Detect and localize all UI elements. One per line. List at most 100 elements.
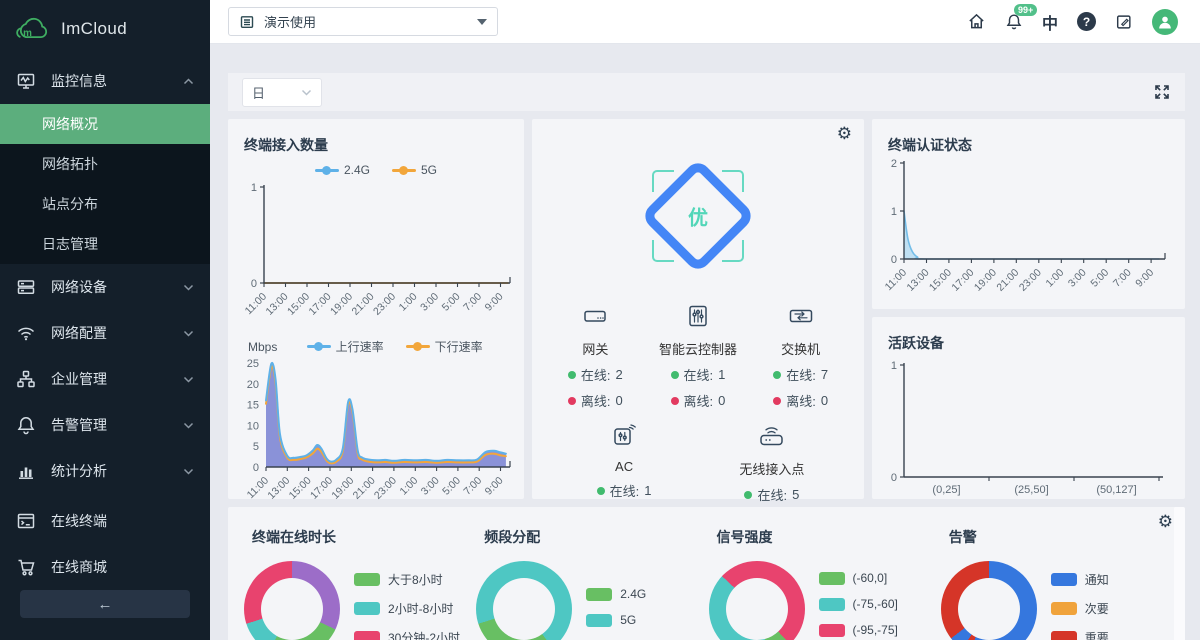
online-label: 在线: — [757, 488, 788, 503]
offline-label: 离线: — [580, 394, 611, 409]
chevron-down-icon — [301, 89, 312, 96]
monitor-chart-icon — [17, 73, 35, 89]
legend-item[interactable]: (-95,-75] — [818, 623, 898, 637]
sidebar-item-online-terminals[interactable]: 在线终端 — [0, 498, 210, 544]
sidebar-item-statistics[interactable]: 统计分析 — [0, 448, 210, 494]
notifications-bell-icon[interactable]: 99+ — [1005, 4, 1038, 31]
svg-text:19:00: 19:00 — [972, 267, 999, 294]
legend-item[interactable]: 2.4G — [586, 587, 646, 601]
legend-item[interactable]: 2小时-8小时 — [354, 600, 460, 617]
server-icon — [17, 280, 35, 294]
sidebar-item-monitor-info[interactable]: 监控信息 — [0, 58, 210, 104]
chevron-down-icon — [183, 422, 194, 429]
help-icon[interactable]: ? — [1077, 12, 1096, 31]
device-stat-switch: 交换机 在线: 7 离线: 0 — [749, 303, 852, 410]
chevron-down-icon — [183, 284, 194, 291]
legend-item[interactable]: 下行速率 — [405, 338, 483, 355]
sidebar-collapse-button[interactable]: ← — [20, 590, 190, 618]
legend-item[interactable]: (-60,0] — [818, 571, 898, 585]
legend-item[interactable]: 5G — [586, 613, 646, 627]
legend-swatch — [586, 613, 613, 627]
sidebar-item-enterprise-management[interactable]: 企业管理 — [0, 356, 210, 402]
sidebar-item-site-distribution[interactable]: 站点分布 — [0, 184, 210, 224]
legend-label: (-60,0] — [852, 571, 888, 585]
device-stats-row-1: 网关 在线: 2 离线: 0 智能云控制器 在线: 1 离线: 0 — [544, 303, 852, 410]
online-count: 1 — [644, 483, 652, 498]
online-dot — [670, 370, 679, 379]
period-select[interactable]: 日 — [242, 77, 322, 107]
offline-dot — [670, 396, 679, 405]
legend-item[interactable]: 大于8小时 — [354, 571, 460, 588]
home-icon[interactable] — [967, 12, 986, 31]
svg-text:9:00: 9:00 — [483, 475, 506, 498]
legend-item[interactable]: 30分钟-2小时 — [354, 629, 460, 640]
svg-text:1:00: 1:00 — [1043, 267, 1066, 290]
feedback-edit-icon[interactable] — [1115, 13, 1133, 31]
svg-text:7:00: 7:00 — [461, 291, 484, 314]
offline-count: 0 — [718, 393, 726, 408]
sidebar-item-alarm-management[interactable]: 告警管理 — [0, 402, 210, 448]
bracket-corner — [652, 240, 674, 262]
sidebar-item-log-management[interactable]: 日志管理 — [0, 224, 210, 264]
settings-gear-icon[interactable]: ⚙ — [1157, 512, 1173, 531]
svg-text:1: 1 — [251, 182, 257, 194]
user-avatar[interactable] — [1152, 8, 1178, 35]
svg-text:3:00: 3:00 — [1066, 267, 1089, 290]
sidebar-item-label: 网络配置 — [51, 325, 107, 341]
legend-item[interactable]: 通知 — [1050, 571, 1109, 588]
legend-label: 重要 — [1084, 631, 1109, 640]
sidebar-item-network-topology[interactable]: 网络拓扑 — [0, 144, 210, 184]
legend-swatch — [1050, 573, 1077, 586]
svg-text:23:00: 23:00 — [372, 475, 399, 502]
active-devices-chart: 0 1 (0,25] (25,50] (50,127] — [891, 360, 1163, 496]
bracket-corner — [722, 170, 744, 192]
svg-text:11:00: 11:00 — [243, 291, 270, 318]
period-select-value: 日 — [252, 85, 266, 101]
language-switch-icon[interactable]: 中 — [1041, 15, 1058, 33]
svg-text:(50,127]: (50,127] — [1096, 484, 1136, 496]
main-area: 演示使用 99+ 中 ? 日 — [210, 0, 1200, 640]
offline-count: 0 — [820, 393, 829, 408]
sidebar-item-network-config[interactable]: 网络配置 — [0, 310, 210, 356]
device-name: 智能云控制器 — [658, 342, 737, 357]
device-stat-gateway: 网关 在线: 2 离线: 0 — [544, 303, 647, 410]
svg-text:21:00: 21:00 — [350, 291, 377, 318]
band-allocation-section: 频段分配 2.4G 5G — [474, 527, 706, 640]
sidebar-item-network-devices[interactable]: 网络设备 — [0, 264, 210, 310]
submenu-label: 日志管理 — [42, 236, 98, 252]
sidebar-item-label: 告警管理 — [51, 417, 107, 433]
legend-item[interactable]: (-75,-60] — [818, 597, 898, 611]
svg-text:2: 2 — [891, 158, 897, 170]
sidebar-item-online-store[interactable]: 在线商城 — [0, 544, 210, 590]
svg-text:15:00: 15:00 — [927, 267, 954, 294]
alarms-section: 告警 通知 次要 重要 — [939, 527, 1171, 640]
sidebar-item-network-overview[interactable]: 网络概况 — [0, 104, 210, 144]
fullscreen-icon[interactable] — [1153, 83, 1171, 101]
svg-text:1: 1 — [891, 360, 897, 372]
legend-item[interactable]: 5G — [392, 163, 437, 177]
speed-chart: 0 5 10 15 20 25 11:0013:0015:0017:0019:0021:00… — [245, 358, 511, 502]
svg-text:5: 5 — [253, 441, 259, 453]
org-selector[interactable]: 演示使用 — [228, 7, 498, 36]
card-title: 终端接入数量 — [244, 137, 328, 153]
legend-item[interactable]: 上行速率 — [306, 338, 384, 355]
svg-text:1:00: 1:00 — [397, 475, 420, 498]
device-online-status: 在线: 2 — [544, 365, 647, 384]
svg-text:21:00: 21:00 — [351, 475, 378, 502]
donut-legend: 大于8小时 2小时-8小时 30分钟-2小时 — [354, 571, 460, 640]
legend-label: 30分钟-2小时 — [388, 631, 461, 640]
vertical-scrollbar[interactable] — [1174, 507, 1185, 640]
device-name: 交换机 — [781, 342, 821, 357]
donut-legend: 通知 次要 重要 — [1050, 571, 1109, 640]
chevron-down-icon — [183, 376, 194, 383]
legend-item[interactable]: 2.4G — [314, 163, 370, 177]
device-online-status: 在线: 5 — [726, 485, 818, 504]
legend-item[interactable]: 次要 — [1050, 600, 1109, 617]
settings-gear-icon[interactable]: ⚙ — [836, 124, 852, 143]
svg-text:19:00: 19:00 — [329, 475, 356, 502]
legend-label: 5G — [421, 163, 438, 177]
online-duration-donut — [244, 561, 340, 640]
legend-item[interactable]: 重要 — [1050, 629, 1109, 640]
svg-text:1: 1 — [891, 206, 897, 218]
band-allocation-donut — [476, 561, 573, 640]
